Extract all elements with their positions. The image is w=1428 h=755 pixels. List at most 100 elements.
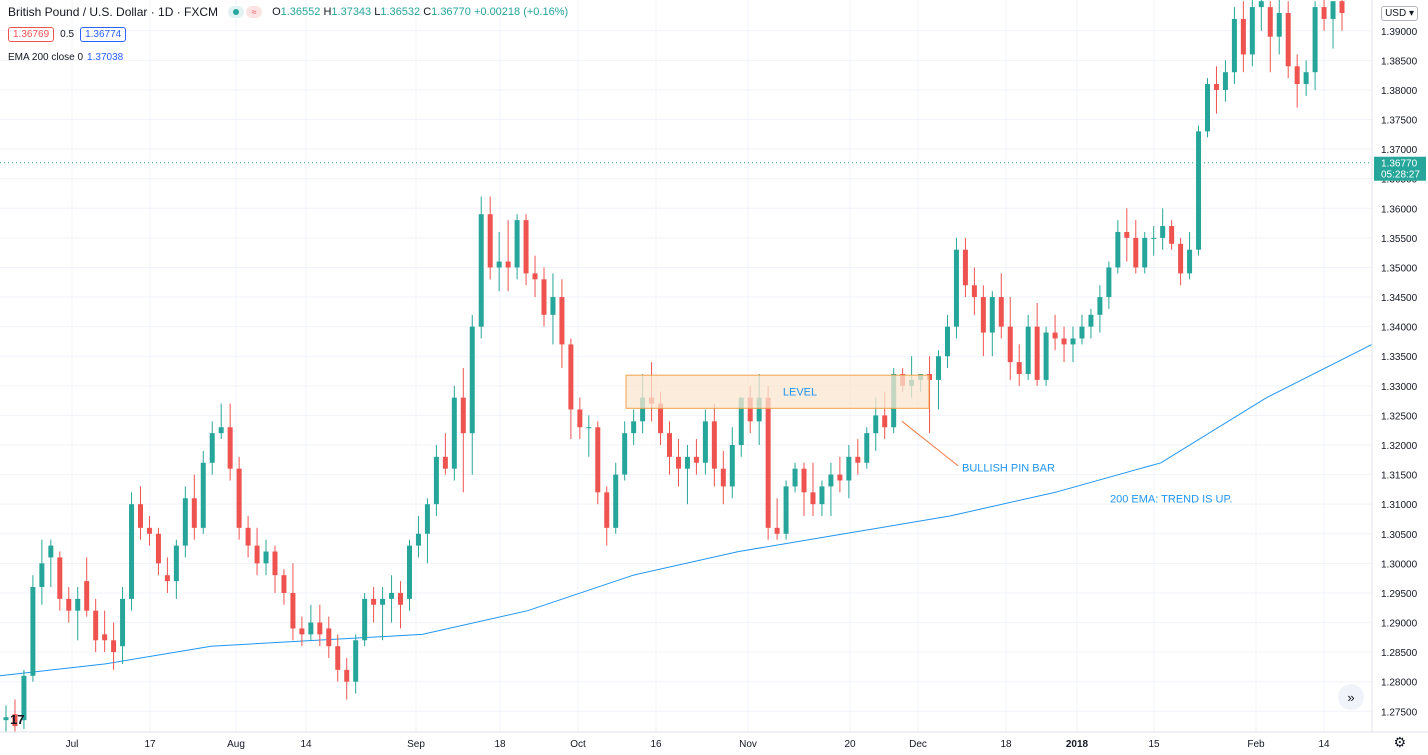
bear-candle-body	[1267, 7, 1273, 37]
symbol-title[interactable]: British Pound / U.S. Dollar · 1D · FXCM	[8, 5, 219, 19]
price-tick-label: 1.34500	[1381, 293, 1418, 304]
bull-candle-body	[514, 220, 520, 268]
bear-candle-body	[801, 468, 807, 493]
bear-candle-body	[1169, 226, 1175, 244]
price-tick-label: 1.29000	[1381, 619, 1418, 630]
bear-candle-body	[1240, 18, 1246, 55]
bull-candle-body	[173, 545, 179, 582]
bear-candle-body	[281, 575, 287, 593]
price-tick-label: 1.31000	[1381, 500, 1418, 511]
bear-candle-body	[962, 249, 968, 286]
price-axis[interactable]: 1.390001.385001.380001.375001.370001.365…	[1371, 0, 1418, 732]
bear-candle-body	[398, 592, 404, 605]
bear-candle-body	[595, 427, 601, 493]
bull-candle-body	[75, 598, 81, 611]
time-tick-label: Dec	[909, 739, 927, 750]
ema-200-line	[0, 343, 1373, 677]
bear-candle-body	[371, 598, 377, 605]
bear-candle-body	[137, 504, 143, 528]
price-tick-label: 1.30000	[1381, 559, 1418, 570]
bull-candle-body	[1222, 72, 1228, 90]
indicator-legend[interactable]: EMA 200 close 0 1.37038	[8, 52, 123, 63]
price-tick-label: 1.28500	[1381, 648, 1418, 659]
low-value: 1.36532	[380, 6, 421, 18]
time-tick-label: 18	[494, 739, 506, 750]
bear-candle-body	[810, 492, 816, 505]
bear-candle-body	[66, 598, 72, 611]
bear-candle-body	[191, 498, 197, 528]
price-tick-label: 1.33500	[1381, 352, 1418, 363]
bear-candle-body	[1339, 1, 1345, 14]
price-tick-label: 1.32000	[1381, 441, 1418, 452]
bull-candle-body	[783, 486, 789, 534]
close-value: 1.36770	[431, 6, 471, 18]
buy-button[interactable]: 1.36774	[80, 27, 127, 42]
price-tick-label: 1.37500	[1381, 116, 1418, 127]
price-tick-label: 1.28000	[1381, 678, 1418, 689]
bull-candle-body	[129, 504, 135, 599]
bear-candle-body	[1285, 13, 1291, 67]
bear-candle-body	[1294, 66, 1300, 85]
high-value: 1.37343	[331, 6, 372, 18]
trade-panel: 1.36769 0.5 1.36774	[8, 27, 127, 42]
time-tick-label: 17	[144, 739, 156, 750]
time-tick-label: 14	[300, 739, 312, 750]
bull-candle-body	[3, 717, 9, 721]
indicator-value: 1.37038	[87, 52, 124, 63]
bull-candle-body	[389, 592, 395, 599]
gear-icon[interactable]: ⚙	[1393, 734, 1406, 750]
bull-candle-body	[1258, 1, 1264, 8]
time-tick-label: 20	[844, 739, 856, 750]
pin-bar-label: BULLISH PIN BAR	[962, 463, 1055, 475]
bear-candle-body	[487, 214, 493, 268]
bull-candle-body	[684, 456, 690, 469]
bull-candle-body	[1070, 338, 1076, 345]
bear-candle-body	[523, 220, 529, 274]
bull-candle-body	[353, 640, 359, 682]
market-open-icon	[228, 6, 245, 18]
bear-candle-body	[568, 344, 574, 410]
bull-candle-body	[792, 468, 798, 487]
data-delay-icon: ≈	[246, 6, 263, 18]
bull-candle-body	[944, 326, 950, 357]
chevron-down-icon: ▾	[1408, 8, 1414, 19]
bear-candle-body	[1007, 326, 1013, 363]
time-tick-label: Jul	[66, 739, 79, 750]
price-tick-label: 1.37000	[1381, 145, 1418, 156]
bull-candle-body	[989, 297, 995, 333]
bear-candle-body	[344, 669, 350, 682]
bull-candle-body	[1276, 13, 1282, 37]
price-tick-label: 1.27500	[1381, 707, 1418, 718]
bear-candle-body	[577, 409, 583, 428]
price-tick-label: 1.39000	[1381, 27, 1418, 38]
scroll-to-realtime-icon[interactable]: »	[1338, 684, 1364, 710]
time-tick-label: 2018	[1066, 739, 1089, 750]
bull-candle-body	[1151, 237, 1157, 239]
bear-candle-body	[1133, 237, 1139, 268]
bear-candle-body	[1061, 338, 1067, 345]
level-zone[interactable]: LEVEL	[625, 374, 930, 409]
bull-candle-body	[936, 356, 942, 380]
bull-candle-body	[218, 427, 224, 434]
bull-candle-body	[1205, 84, 1211, 132]
bull-candle-body	[182, 498, 188, 546]
bear-candle-body	[837, 474, 843, 481]
bear-candle-body	[290, 592, 296, 629]
bull-candle-body	[1142, 237, 1148, 268]
price-tick-label: 1.35500	[1381, 234, 1418, 245]
currency-selector[interactable]: USD ▾	[1381, 6, 1418, 21]
time-axis[interactable]: Jul 17 Aug 14 Sep 18 Oct 16 Nov 20 Dec 18 2018 15 Feb 1…	[0, 731, 1428, 750]
bear-candle-body	[254, 545, 260, 564]
sell-button[interactable]: 1.36769	[8, 27, 55, 42]
bear-candle-body	[855, 456, 861, 463]
bull-candle-body	[451, 397, 457, 469]
level-rectangle[interactable]	[625, 374, 930, 409]
bull-candle-body	[30, 587, 36, 676]
bear-candle-body	[765, 397, 771, 528]
bear-candle-body	[460, 397, 466, 434]
bull-candle-body	[846, 456, 852, 481]
bear-candle-body	[927, 373, 933, 380]
price-tick-label: 1.38000	[1381, 86, 1418, 97]
bear-candle-body	[442, 456, 448, 469]
